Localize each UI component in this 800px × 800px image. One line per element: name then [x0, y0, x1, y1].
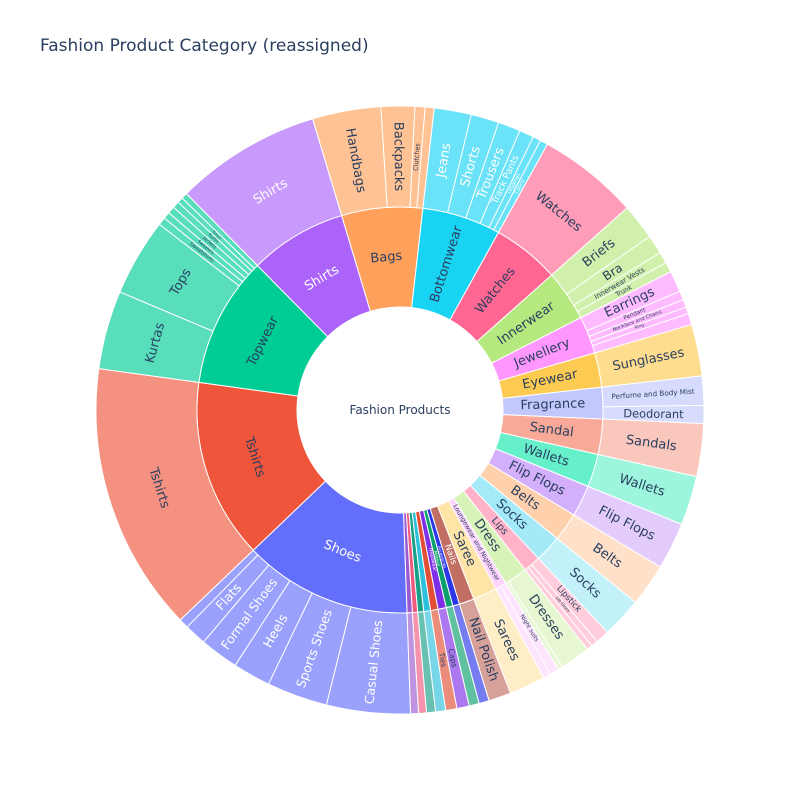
chart-title: Fashion Product Category (reassigned)	[40, 36, 369, 56]
root-label: Fashion Products	[350, 403, 451, 417]
segment-bags-backpacks[interactable]	[380, 105, 416, 208]
segment-category-28-item-0[interactable]	[406, 612, 420, 715]
